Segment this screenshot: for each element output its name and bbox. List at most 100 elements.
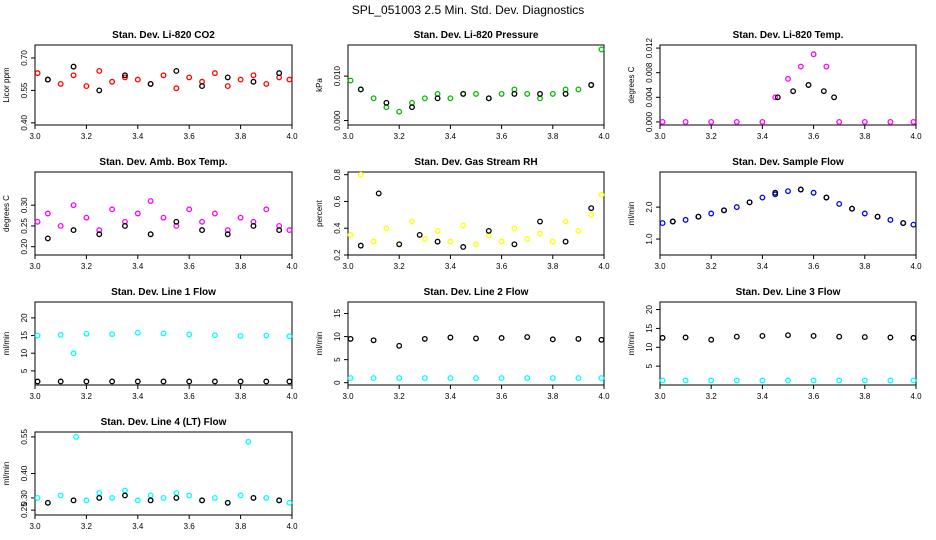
- panel-title: Stan. Dev. Amb. Box Temp.: [99, 157, 227, 168]
- x-tick-label: 3.8: [859, 392, 871, 401]
- data-point: [549, 90, 556, 97]
- data-point: [286, 76, 293, 83]
- data-point: [96, 494, 103, 501]
- x-tick-label: 3.6: [808, 392, 820, 401]
- data-point: [96, 87, 103, 94]
- data-point: [70, 497, 77, 504]
- data-point: [70, 202, 77, 209]
- data-point: [224, 83, 231, 90]
- x-tick-label: 3.2: [394, 262, 406, 271]
- data-point: [134, 378, 141, 385]
- y-tick-label: 0.012: [645, 38, 654, 59]
- y-axis-label: Licor ppm: [2, 67, 11, 102]
- x-tick-label: 4.0: [910, 262, 922, 271]
- data-point: [460, 244, 467, 250]
- chart-panel: Stan. Dev. Line 1 Flow ml/min 3.0 3.2 3.4 3.6…: [2, 287, 298, 401]
- data-point: [695, 213, 702, 220]
- data-point: [473, 90, 479, 97]
- data-point: [498, 375, 505, 382]
- y-tick-label: 0.55: [20, 82, 29, 98]
- data-point: [121, 222, 128, 229]
- data-point: [357, 242, 364, 249]
- panels: Stan. Dev. Li-820 CO2 Licor ppm 3.0 3.2 3.4 3…: [2, 30, 922, 531]
- y-tick-label: 0.30: [20, 197, 29, 213]
- data-point: [910, 221, 917, 228]
- x-tick-label: 3.8: [235, 262, 247, 271]
- panel-title: Stan. Dev. Line 3 Flow: [736, 287, 841, 298]
- y-tick-label: 1.0: [645, 233, 654, 245]
- panel-title: Stan. Dev. Gas Stream RH: [414, 157, 537, 168]
- plot-frame: [347, 171, 605, 256]
- x-tick-label: 3.8: [235, 392, 247, 401]
- data-point: [250, 494, 257, 501]
- data-point: [347, 335, 354, 342]
- y-tick-label: 5: [333, 357, 342, 362]
- y-tick-label: 15: [333, 309, 342, 318]
- data-point: [396, 375, 403, 382]
- data-point: [186, 206, 193, 213]
- data-point: [57, 331, 64, 338]
- x-tick-label: 4.0: [598, 392, 610, 401]
- data-point: [810, 51, 817, 58]
- y-tick-label: 10: [333, 332, 342, 341]
- data-point: [823, 63, 830, 70]
- data-point: [416, 231, 423, 238]
- chart-panel: Stan. Dev. Li-820 Temp. degrees C 3.0 3.2 3.…: [627, 30, 922, 141]
- data-point: [575, 227, 582, 234]
- x-tick-label: 3.2: [394, 132, 406, 141]
- data-point: [785, 188, 791, 195]
- data-point: [708, 377, 715, 384]
- data-point: [121, 487, 128, 494]
- chart-panel: Stan. Dev. Li-820 Pressure kPa 3.0 3.2 3.4 3.…: [315, 30, 610, 141]
- y-tick-label: 0.40: [20, 465, 29, 481]
- data-point: [511, 241, 518, 248]
- data-point: [134, 210, 141, 217]
- data-point: [211, 210, 218, 217]
- x-tick-label: 3.4: [757, 262, 769, 271]
- y-tick-label: 0.4: [333, 222, 342, 234]
- data-point: [887, 216, 894, 223]
- data-point: [820, 88, 827, 95]
- data-point: [96, 67, 103, 74]
- data-point: [186, 378, 193, 385]
- data-point: [682, 334, 689, 341]
- data-point: [759, 333, 766, 339]
- x-tick-label: 3.4: [445, 132, 457, 141]
- data-point: [733, 377, 740, 384]
- x-tick-label: 3.0: [654, 132, 666, 141]
- data-point: [861, 334, 868, 341]
- data-point: [733, 333, 740, 340]
- data-point: [861, 118, 868, 125]
- data-point: [160, 72, 167, 79]
- data-point: [790, 88, 797, 95]
- data-point: [797, 63, 804, 70]
- data-point: [524, 90, 531, 97]
- data-point: [823, 194, 830, 201]
- y-axis-label: ml/min: [627, 332, 636, 356]
- chart-panel: Stan. Dev. Line 2 Flow ml/min 3.0 3.2 3.4 3.6…: [315, 287, 610, 401]
- data-point: [511, 90, 518, 97]
- data-point: [759, 194, 766, 201]
- x-tick-label: 3.6: [808, 132, 820, 141]
- x-tick-label: 3.6: [496, 132, 508, 141]
- data-point: [733, 118, 740, 125]
- x-tick-label: 3.4: [445, 392, 457, 401]
- data-point: [134, 76, 141, 83]
- data-point: [160, 330, 167, 337]
- x-tick-label: 3.4: [132, 392, 144, 401]
- data-point: [109, 206, 116, 213]
- data-point: [434, 238, 441, 245]
- data-point: [524, 375, 531, 382]
- y-axis-label: percent: [315, 199, 324, 226]
- data-point: [347, 375, 354, 382]
- data-point: [109, 494, 116, 501]
- y-axis-label: ml/min: [627, 202, 636, 226]
- data-point: [147, 492, 154, 499]
- x-tick-label: 3.4: [132, 522, 144, 531]
- data-point: [224, 74, 231, 81]
- plot-frame: [659, 44, 917, 126]
- data-point: [537, 218, 543, 225]
- data-point: [887, 377, 894, 384]
- data-point: [409, 104, 415, 111]
- y-tick-label: 0.30: [20, 490, 29, 506]
